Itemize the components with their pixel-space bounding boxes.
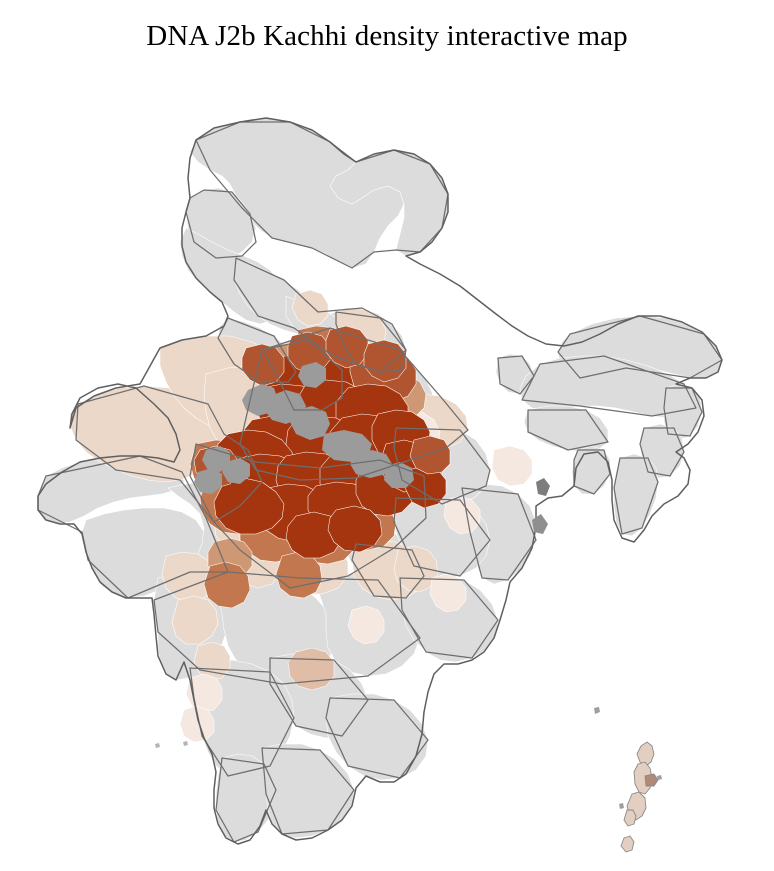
state-border-manipur [640,428,684,476]
state-border-bihar [394,428,490,504]
state-border-chhattisgarh [352,544,424,598]
district-core-spur-ne[interactable] [410,436,450,474]
state-border-jk [186,190,256,258]
district-hp-tint[interactable] [292,290,328,326]
enclave-grey-e[interactable] [194,468,222,494]
state-border-assam [522,356,696,416]
district-odisha-tint-b[interactable] [430,574,466,612]
district-core-south-lobe[interactable] [286,512,342,558]
state-border-sikkim [498,356,534,394]
district-odisha-grey[interactable] [400,574,498,662]
island-north-andaman[interactable] [636,741,655,767]
district-jharkhand-tint[interactable] [444,496,480,534]
country-outline-layer [38,118,722,844]
state-border-mizoram [614,458,658,534]
andaman-nicobar-islands[interactable] [594,707,666,871]
island-speck-b [657,775,662,780]
enclave-grey-i[interactable] [298,362,326,388]
state-border-meghalaya [528,410,608,450]
island-andaman-spur[interactable] [644,773,659,787]
speck-coast-a [532,514,548,534]
district-core-south-lobe2[interactable] [328,506,382,552]
island-car-nicobar[interactable] [620,835,635,853]
district-andhra-grey[interactable] [326,694,428,780]
state-border-telangana [270,658,368,736]
state-border-punjab [218,318,296,382]
state-border-odisha [400,578,498,658]
state-border-up [240,328,468,480]
district-karnataka-tint-b[interactable] [180,706,214,742]
speck-lakshadweep-b [183,741,188,746]
page-title: DNA J2b Kachhi density interactive map [146,20,628,52]
enclave-grey-f[interactable] [242,384,278,416]
island-little-andaman[interactable] [623,809,637,827]
choropleth-map[interactable] [0,58,774,871]
state-border-haryana [262,340,342,410]
state-border-tripura [574,450,610,494]
state-border-wb [462,488,536,580]
district-ap-tint[interactable] [348,606,384,644]
state-border-rajasthan [76,386,262,522]
enclave-grey-g[interactable] [350,450,392,478]
speck-lakshadweep-a [155,743,160,748]
district-maharashtra-tint-b[interactable] [172,596,218,644]
state-border-jharkhand [394,498,490,576]
enclave-grey-h[interactable] [384,462,414,488]
india-map-svg[interactable] [0,58,774,871]
district-core-far-ne[interactable] [364,340,406,382]
speck-coast-b [536,478,550,496]
misc-specks-layer [155,478,550,748]
state-border-ladakh [196,122,448,268]
district-wb-tint[interactable] [492,446,532,486]
enclave-grey-j[interactable] [222,458,250,484]
enclave-grey-b[interactable] [290,406,330,440]
island-speck-a [594,707,600,714]
state-border-maharashtra [154,572,420,684]
india-outline [38,118,722,844]
island-speck-c [619,803,624,809]
